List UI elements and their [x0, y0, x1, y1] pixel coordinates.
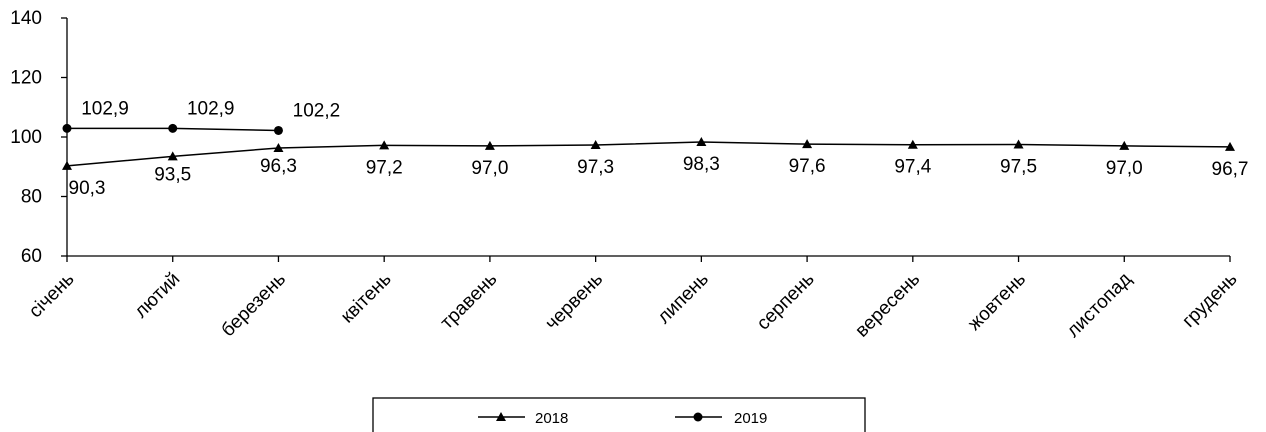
- y-axis-ticks: 60 80 100 120 140: [10, 8, 67, 267]
- point-2018: [802, 139, 813, 149]
- point-2018: [907, 139, 918, 149]
- axes: [66, 18, 1230, 257]
- data-label-2018: 97,6: [789, 156, 826, 177]
- data-label-2018: 97,2: [366, 157, 403, 178]
- data-label-2018: 98,3: [683, 154, 720, 175]
- point-2018: [1119, 140, 1130, 150]
- legend-box: [372, 397, 866, 432]
- x-tick-label: лютий: [131, 269, 185, 323]
- point-2018: [273, 143, 284, 153]
- data-label-2018: 93,5: [154, 164, 191, 185]
- x-tick-label: січень: [25, 269, 79, 323]
- series-layer: [62, 123, 1235, 170]
- x-tick-label: червень: [541, 269, 607, 335]
- y-tick-label: 140: [10, 8, 42, 29]
- point-2018: [1225, 141, 1235, 151]
- x-tick-label: листопад: [1063, 269, 1136, 342]
- data-label-2018: 96,3: [260, 156, 297, 177]
- x-tick-label: грудень: [1178, 269, 1241, 332]
- data-label-2018: 97,0: [1106, 158, 1143, 179]
- y-tick-label: 100: [10, 127, 42, 148]
- point-2018: [590, 140, 601, 150]
- data-label-2019: 102,9: [81, 98, 129, 119]
- series-line-2018: [66, 141, 1231, 167]
- data-label-2018: 97,0: [471, 158, 508, 179]
- point-2018: [484, 140, 495, 150]
- point-2018: [62, 160, 72, 170]
- data-label-2019: 102,9: [187, 98, 235, 119]
- point-2018: [1013, 139, 1024, 149]
- point-2019: [62, 123, 72, 133]
- x-tick-label: квітень: [337, 269, 396, 328]
- y-tick-label: 120: [10, 68, 42, 89]
- legend-label-2019: 2019: [734, 410, 767, 427]
- x-tick-label: вересень: [851, 269, 924, 342]
- x-tick-label: серпень: [753, 269, 819, 335]
- point-2018: [696, 137, 707, 147]
- x-tick-label: жовтень: [964, 269, 1030, 335]
- legend-marker-2018: [496, 412, 506, 421]
- point-2018: [167, 151, 178, 161]
- y-tick-label: 80: [21, 187, 42, 208]
- data-label-2018: 97,3: [577, 157, 614, 178]
- data-label-2018: 97,5: [1000, 156, 1037, 177]
- data-label-2018: 96,7: [1212, 159, 1249, 180]
- data-labels: 90,3 93,5 96,3 97,2 97,0 97,3 98,3 97,6 97,4 97,5…: [69, 98, 1249, 198]
- legend: 2018 2019: [372, 397, 866, 432]
- point-2018: [379, 140, 390, 150]
- y-tick-label: 60: [21, 246, 42, 267]
- data-label-2018: 97,4: [894, 157, 931, 178]
- point-2019: [273, 125, 283, 135]
- legend-label-2018: 2018: [535, 410, 568, 427]
- x-axis-ticks: січень лютий березень квітень травень червень…: [25, 256, 1242, 342]
- legend-marker-2019: [693, 412, 703, 422]
- x-tick-label: травень: [437, 269, 502, 334]
- data-label-2019: 102,2: [293, 100, 341, 121]
- data-label-2018: 90,3: [69, 178, 106, 199]
- x-tick-label: липень: [654, 269, 713, 328]
- x-tick-label: березень: [218, 269, 290, 341]
- point-2019: [168, 123, 178, 133]
